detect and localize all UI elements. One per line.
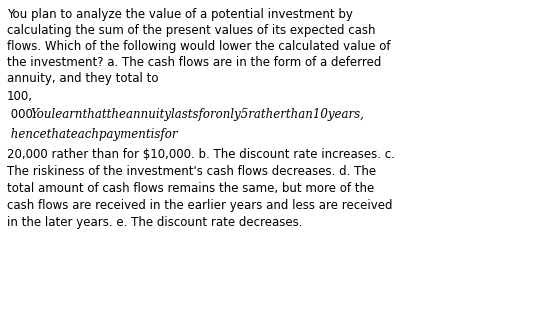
Text: Youlearnthattheannuitylastsforonly5ratherthan10years,: Youlearnthattheannuitylastsforonly5rathe… <box>30 108 364 121</box>
Text: hencethateachpaymentisfor: hencethateachpaymentisfor <box>7 128 177 141</box>
Text: The riskiness of the investment's cash flows decreases. d. The: The riskiness of the investment's cash f… <box>7 165 376 178</box>
Text: 20,000 rather than for $10,000. b. The discount rate increases. c.: 20,000 rather than for $10,000. b. The d… <box>7 148 395 161</box>
Text: the investment? a. The cash flows are in the form of a deferred: the investment? a. The cash flows are in… <box>7 56 381 69</box>
Text: You plan to analyze the value of a potential investment by: You plan to analyze the value of a poten… <box>7 8 353 21</box>
Text: 100,: 100, <box>7 90 33 103</box>
Text: in the later years. e. The discount rate decreases.: in the later years. e. The discount rate… <box>7 216 302 229</box>
Text: cash flows are received in the earlier years and less are received: cash flows are received in the earlier y… <box>7 199 392 212</box>
Text: 000.: 000. <box>7 108 37 121</box>
Text: annuity, and they total to: annuity, and they total to <box>7 72 158 85</box>
Text: calculating the sum of the present values of its expected cash: calculating the sum of the present value… <box>7 24 376 37</box>
Text: flows. Which of the following would lower the calculated value of: flows. Which of the following would lowe… <box>7 40 391 53</box>
Text: total amount of cash flows remains the same, but more of the: total amount of cash flows remains the s… <box>7 182 374 195</box>
